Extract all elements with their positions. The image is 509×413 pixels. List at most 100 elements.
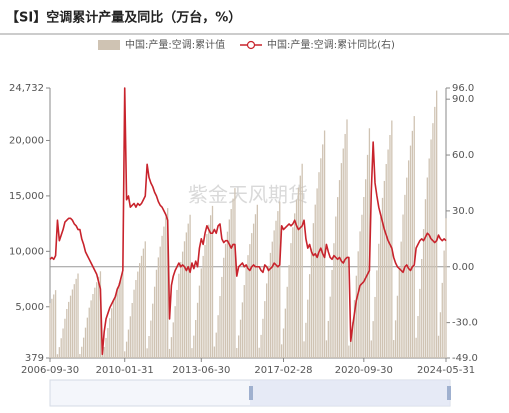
bar bbox=[180, 261, 182, 358]
bar bbox=[387, 149, 389, 358]
bar bbox=[290, 243, 292, 358]
bar bbox=[146, 348, 148, 358]
legend-label: 中国:产量:空调:累计同比(右) bbox=[267, 38, 395, 51]
bar bbox=[436, 90, 438, 358]
bar bbox=[232, 198, 234, 358]
bar bbox=[277, 211, 279, 358]
bar bbox=[86, 317, 89, 358]
bar bbox=[282, 328, 285, 358]
bar bbox=[206, 234, 208, 358]
bar bbox=[254, 214, 257, 358]
navigator-handle[interactable] bbox=[447, 386, 451, 400]
bar bbox=[262, 318, 264, 358]
bar bbox=[379, 217, 382, 358]
bar bbox=[295, 199, 298, 358]
chart-title: 【SI】空调累计产量及同比（万台，%） bbox=[6, 10, 241, 26]
bar bbox=[337, 197, 339, 358]
bar bbox=[370, 340, 372, 358]
bar bbox=[77, 273, 79, 358]
bar bbox=[135, 280, 137, 358]
bar bbox=[258, 347, 260, 358]
bar bbox=[443, 250, 445, 358]
bar bbox=[105, 337, 107, 358]
bar bbox=[320, 158, 322, 358]
y2-tick-label: -30.0 bbox=[452, 318, 478, 329]
legend-swatch bbox=[98, 40, 120, 50]
bar bbox=[211, 205, 214, 358]
bar bbox=[264, 301, 266, 358]
bar bbox=[140, 255, 143, 358]
bar bbox=[54, 290, 57, 358]
bar bbox=[153, 286, 156, 358]
bar bbox=[307, 299, 309, 358]
bar bbox=[68, 301, 70, 358]
bar bbox=[110, 308, 113, 358]
navigator-window[interactable] bbox=[250, 380, 450, 406]
bar bbox=[139, 263, 141, 358]
bar bbox=[71, 289, 74, 358]
bar bbox=[124, 351, 126, 358]
bar bbox=[402, 214, 404, 358]
bar bbox=[249, 244, 251, 358]
x-tick-label: 2020-09-30 bbox=[335, 365, 393, 376]
y-tick-label: 5,000 bbox=[15, 302, 44, 313]
bar bbox=[363, 197, 365, 358]
bar bbox=[252, 223, 255, 358]
y2-tick-label: 60.0 bbox=[452, 150, 474, 161]
bar bbox=[389, 135, 391, 358]
bar bbox=[430, 139, 432, 358]
bar bbox=[357, 251, 359, 358]
bar bbox=[421, 258, 423, 358]
bar bbox=[355, 275, 357, 358]
y2-tick-label: 90.0 bbox=[452, 94, 474, 105]
bar bbox=[137, 271, 139, 358]
bar bbox=[165, 217, 167, 358]
x-tick-label: 2017-02-28 bbox=[254, 365, 312, 376]
bar bbox=[82, 337, 85, 358]
bar bbox=[437, 335, 440, 358]
bar bbox=[209, 215, 212, 358]
bar bbox=[142, 248, 145, 358]
bar bbox=[238, 335, 240, 358]
bar bbox=[224, 243, 227, 358]
bar bbox=[144, 241, 146, 358]
bar bbox=[284, 308, 287, 358]
bar bbox=[221, 276, 223, 358]
x-tick-label: 2013-06-30 bbox=[172, 365, 230, 376]
bar bbox=[327, 320, 329, 358]
y-tick-label: 379 bbox=[25, 353, 44, 364]
bar bbox=[280, 344, 283, 358]
bar bbox=[198, 285, 201, 358]
bar bbox=[376, 270, 378, 358]
x-tick-label: 2010-01-31 bbox=[96, 365, 154, 376]
bar bbox=[374, 296, 376, 358]
bar bbox=[168, 348, 171, 358]
bar bbox=[394, 320, 397, 358]
bar bbox=[88, 307, 90, 358]
bar bbox=[176, 289, 178, 358]
bar bbox=[219, 296, 221, 358]
bar bbox=[346, 119, 348, 358]
bar bbox=[64, 318, 66, 358]
bar bbox=[372, 321, 374, 358]
bar bbox=[333, 243, 335, 358]
navigator-handle[interactable] bbox=[249, 386, 253, 400]
bar bbox=[90, 300, 92, 358]
bar bbox=[193, 335, 195, 358]
bar bbox=[391, 120, 393, 358]
bar bbox=[351, 322, 354, 358]
bar bbox=[150, 320, 152, 358]
bar bbox=[167, 208, 169, 358]
bar bbox=[378, 243, 380, 358]
bar bbox=[434, 106, 436, 358]
bar bbox=[213, 346, 216, 358]
y-tick-label: 20,000 bbox=[9, 135, 44, 146]
bar bbox=[234, 188, 236, 358]
y-tick-label: 24,732 bbox=[9, 83, 44, 94]
bar bbox=[62, 328, 64, 358]
bar bbox=[195, 319, 197, 358]
legend-label: 中国:产量:空调:累计值 bbox=[125, 38, 225, 51]
bar bbox=[196, 302, 199, 358]
bar bbox=[314, 204, 316, 358]
bar bbox=[275, 220, 277, 358]
